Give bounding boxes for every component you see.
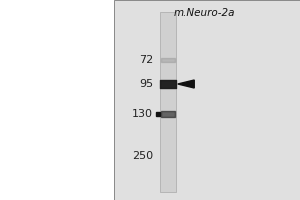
Text: 72: 72 — [139, 55, 153, 65]
Text: 95: 95 — [139, 79, 153, 89]
Bar — [114, 0, 300, 200]
Bar — [160, 12, 176, 192]
Text: m.Neuro-2a: m.Neuro-2a — [173, 8, 235, 18]
Polygon shape — [178, 80, 194, 88]
Text: 130: 130 — [132, 109, 153, 119]
Text: 250: 250 — [132, 151, 153, 161]
